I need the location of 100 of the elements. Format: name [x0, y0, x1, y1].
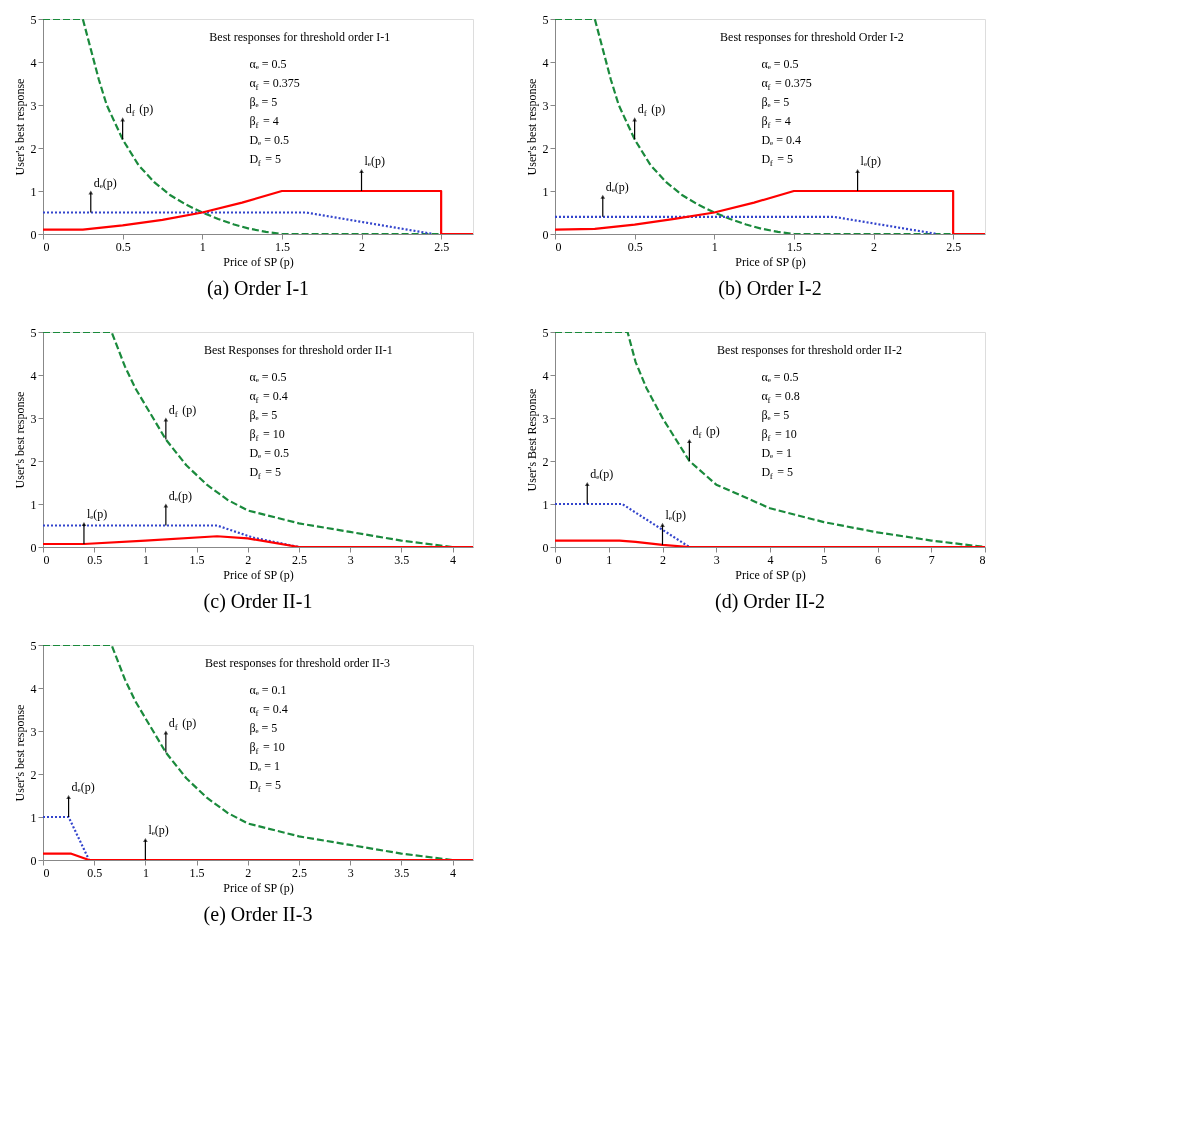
text: (e) Order II-3: [203, 903, 313, 926]
x-tick-label: 0: [555, 239, 562, 254]
x-tick-label: 3: [347, 865, 354, 880]
y-tick-label: 2: [30, 767, 37, 782]
annotation: Best responses for threshold order II-3: [205, 656, 391, 670]
annotation: βₑ = 5: [249, 408, 278, 422]
x-tick-label: 8: [979, 552, 986, 567]
y-tick-label: 3: [542, 98, 549, 113]
x-tick-label: 2: [359, 239, 366, 254]
y-tick-label: 4: [30, 681, 37, 696]
x-axis-title: Price of SP (p): [223, 567, 294, 582]
x-tick-label: 1: [142, 865, 149, 880]
annotation: Dₑ = 0.4: [761, 133, 801, 147]
x-tick-label: 1: [711, 239, 718, 254]
y-tick-label: 4: [542, 368, 549, 383]
x-tick-label: 7: [928, 552, 935, 567]
y-tick-label: 1: [30, 497, 37, 512]
text: (b) Order I-2: [718, 277, 822, 300]
text: (c) Order II-1: [203, 590, 313, 613]
y-tick-label: 3: [542, 411, 549, 426]
x-axis-title: Price of SP (p): [223, 880, 294, 895]
x-tick-label: 0: [43, 552, 50, 567]
x-tick-label: 3.5: [394, 865, 410, 880]
y-tick-label: 2: [30, 454, 37, 469]
x-tick-label: 1.5: [274, 239, 290, 254]
x-tick-label: 3: [713, 552, 720, 567]
y-tick-label: 0: [30, 227, 37, 242]
x-tick-label: 2: [871, 239, 878, 254]
x-tick-label: 0: [43, 239, 50, 254]
y-tick-label: 1: [542, 497, 549, 512]
y-tick-label: 1: [30, 184, 37, 199]
x-tick-label: 2: [245, 865, 252, 880]
x-tick-label: 0: [43, 865, 50, 880]
x-tick-label: 0: [555, 552, 562, 567]
annotation: lₑ(p): [860, 154, 881, 168]
y-tick-label: 2: [542, 141, 549, 156]
y-axis-title: User's Best Response: [524, 388, 539, 492]
annotation: αₑ = 0.5: [249, 57, 287, 71]
y-tick-label: 4: [542, 55, 549, 70]
y-tick-label: 0: [30, 540, 37, 555]
annotation: dₑ(p): [168, 488, 192, 503]
annotation: βₑ = 5: [761, 408, 790, 422]
annotation: Best Responses for threshold order II-1: [203, 343, 393, 357]
y-tick-label: 0: [30, 853, 37, 868]
y-tick-label: 4: [30, 368, 37, 383]
x-tick-label: 3.5: [394, 552, 410, 567]
y-tick-label: 2: [30, 141, 37, 156]
x-tick-label: 2.5: [946, 239, 962, 254]
text: (a) Order I-1: [206, 277, 310, 300]
x-tick-label: 0.5: [87, 865, 103, 880]
y-tick-label: 3: [30, 724, 37, 739]
annotation: βₑ = 5: [249, 721, 278, 735]
x-tick-label: 1.5: [786, 239, 802, 254]
annotation: αₑ = 0.5: [761, 57, 799, 71]
x-tick-label: 2.5: [291, 552, 307, 567]
y-tick-label: 3: [30, 98, 37, 113]
y-axis-title: User's best response: [12, 391, 27, 489]
x-tick-label: 0.5: [115, 239, 131, 254]
x-tick-label: 1.5: [189, 552, 205, 567]
annotation: Dₑ = 0.5: [249, 133, 289, 147]
y-tick-label: 5: [542, 325, 549, 340]
annotation: dₑ(p): [590, 467, 614, 481]
y-tick-label: 5: [30, 12, 37, 27]
y-tick-label: 4: [30, 55, 37, 70]
annotation: lₑ(p): [86, 506, 108, 521]
y-tick-label: 2: [542, 454, 549, 469]
y-tick-label: 1: [30, 810, 37, 825]
x-axis-title: Price of SP (p): [735, 567, 806, 582]
x-tick-label: 1: [142, 552, 149, 567]
annotation: dₑ(p): [605, 179, 629, 194]
y-tick-label: 3: [30, 411, 37, 426]
annotation: dₑ(p): [93, 175, 117, 190]
annotation: βₑ = 5: [249, 95, 278, 109]
y-tick-label: 0: [542, 540, 549, 555]
x-tick-label: 4: [450, 552, 457, 567]
x-tick-label: 2.5: [291, 865, 307, 880]
y-tick-label: 5: [542, 12, 549, 27]
annotation: βₑ = 5: [761, 95, 790, 109]
annotation: lₑ(p): [364, 154, 385, 168]
annotation: Dₑ = 1: [761, 446, 792, 460]
x-tick-label: 6: [875, 552, 881, 567]
y-tick-label: 5: [30, 638, 37, 653]
x-tick-label: 0.5: [87, 552, 103, 567]
x-tick-label: 2: [660, 552, 666, 567]
y-tick-label: 5: [30, 325, 37, 340]
text: (d) Order II-2: [715, 590, 825, 613]
x-tick-label: 2: [245, 552, 252, 567]
x-tick-label: 5: [821, 552, 828, 567]
x-tick-label: 4: [767, 552, 774, 567]
annotation: αₑ = 0.1: [249, 683, 287, 697]
x-tick-label: 1.5: [189, 865, 205, 880]
annotation: Best responses for threshold order II-2: [717, 343, 903, 357]
x-tick-label: 2.5: [434, 239, 450, 254]
annotation: αₑ = 0.5: [249, 370, 287, 384]
annotation: lₑ(p): [148, 823, 169, 837]
annotation: Best responses for threshold Order I-2: [720, 30, 904, 44]
x-axis-title: Price of SP (p): [223, 254, 294, 269]
y-tick-label: 1: [542, 184, 549, 199]
annotation: Best responses for threshold order I-1: [209, 30, 391, 44]
annotation: dₑ(p): [71, 780, 95, 794]
